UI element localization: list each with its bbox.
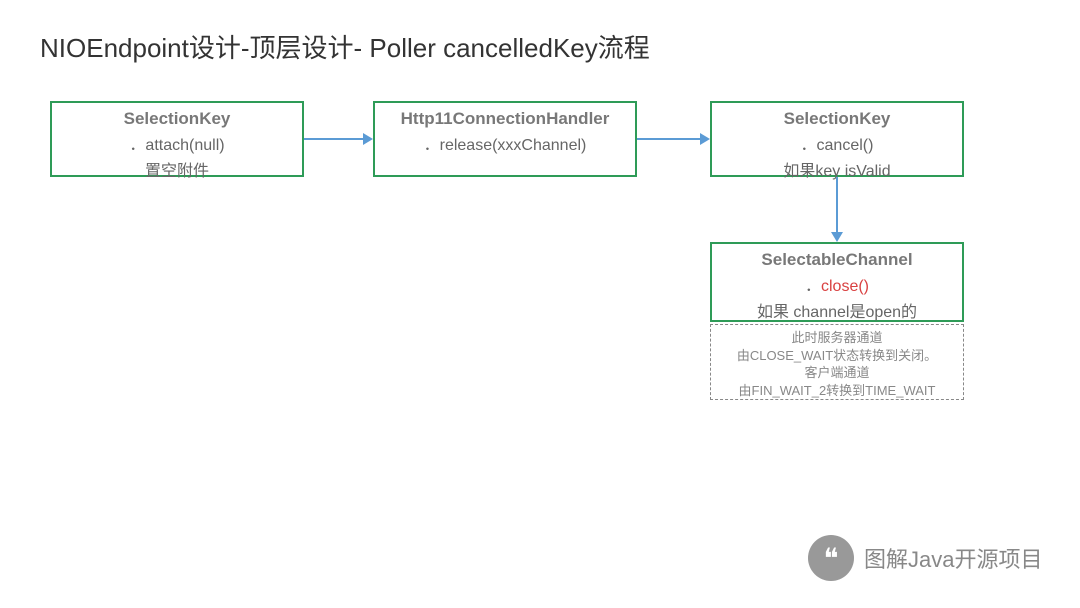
arrow-2-line xyxy=(637,138,700,140)
node-title: SelectionKey xyxy=(56,109,298,129)
node-http11-handler: Http11ConnectionHandler ．release(xxxChan… xyxy=(373,101,637,177)
node-line: ．attach(null) xyxy=(56,131,298,155)
node-line: ．release(xxxChannel) xyxy=(379,131,631,155)
node-title: Http11ConnectionHandler xyxy=(379,109,631,129)
note-line: 此时服务器通道 xyxy=(715,329,959,347)
node-line: ．close() xyxy=(716,272,958,296)
arrow-1-head xyxy=(363,133,373,145)
arrow-1-line xyxy=(304,138,363,140)
node-selectionkey-attach: SelectionKey ．attach(null) 置空附件 xyxy=(50,101,304,177)
wechat-icon: ❝ xyxy=(808,535,854,581)
node-line-prefix: ． xyxy=(805,278,821,295)
note-box: 此时服务器通道 由CLOSE_WAIT状态转换到关闭。 客户端通道 由FIN_W… xyxy=(710,324,964,400)
note-line: 由CLOSE_WAIT状态转换到关闭。 xyxy=(715,347,959,365)
node-line: 置空附件 xyxy=(56,157,298,181)
node-selectionkey-cancel: SelectionKey ．cancel() 如果key isValid xyxy=(710,101,964,177)
note-line: 客户端通道 xyxy=(715,364,959,382)
page-title: NIOEndpoint设计-顶层设计- Poller cancelledKey流… xyxy=(40,28,650,65)
node-title: SelectionKey xyxy=(716,109,958,129)
watermark-text: 图解Java开源项目 xyxy=(864,542,1042,574)
node-selectablechannel-close: SelectableChannel ．close() 如果 channel是op… xyxy=(710,242,964,322)
node-line: 如果 channel是open的 xyxy=(716,298,958,322)
note-line: 由FIN_WAIT_2转换到TIME_WAIT xyxy=(715,382,959,400)
node-line-close: close() xyxy=(821,278,869,295)
arrow-2-head xyxy=(700,133,710,145)
node-line: ．cancel() xyxy=(716,131,958,155)
watermark: ❝ 图解Java开源项目 xyxy=(808,535,1042,581)
arrow-3-head xyxy=(831,232,843,242)
arrow-3-line xyxy=(836,177,838,232)
node-title: SelectableChannel xyxy=(716,250,958,270)
